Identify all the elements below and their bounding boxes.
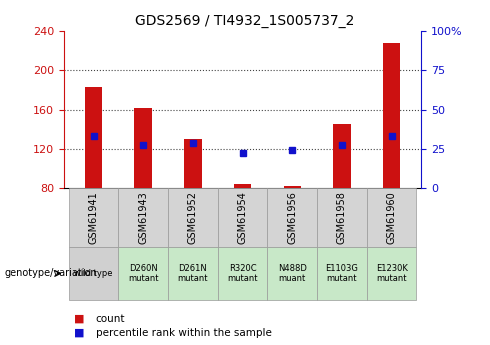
Text: N488D
muant: N488D muant [278, 264, 307, 283]
Text: GDS2569 / TI4932_1S005737_2: GDS2569 / TI4932_1S005737_2 [135, 14, 355, 28]
Text: wild type: wild type [74, 269, 113, 278]
Bar [284, 186, 301, 188]
Text: GSM61952: GSM61952 [188, 191, 198, 244]
Bar [168, 247, 218, 300]
Bar [268, 188, 317, 247]
Bar [234, 184, 251, 188]
Bar [333, 124, 351, 188]
Text: GSM61956: GSM61956 [287, 191, 297, 244]
Bar [218, 247, 268, 300]
Bar [69, 188, 119, 247]
Text: GSM61958: GSM61958 [337, 191, 347, 244]
Text: GSM61943: GSM61943 [138, 191, 148, 244]
Text: ■: ■ [74, 314, 84, 324]
Bar [119, 188, 168, 247]
Bar [69, 247, 119, 300]
Bar [317, 188, 367, 247]
Bar [85, 87, 102, 188]
Bar [218, 188, 268, 247]
Text: ■: ■ [74, 328, 84, 338]
Bar [168, 188, 218, 247]
Text: D260N
mutant: D260N mutant [128, 264, 158, 283]
Text: GSM61941: GSM61941 [89, 191, 98, 244]
Text: genotype/variation: genotype/variation [5, 268, 98, 278]
Text: count: count [96, 314, 125, 324]
Bar [317, 247, 367, 300]
Bar [383, 43, 400, 188]
Text: D261N
mutant: D261N mutant [177, 264, 208, 283]
Text: E1230K
mutant: E1230K mutant [376, 264, 408, 283]
Text: GSM61954: GSM61954 [238, 191, 247, 244]
Text: percentile rank within the sample: percentile rank within the sample [96, 328, 271, 338]
Bar [134, 108, 152, 188]
Bar [268, 247, 317, 300]
Bar [367, 188, 416, 247]
Bar [119, 247, 168, 300]
Text: E1103G
mutant: E1103G mutant [325, 264, 358, 283]
Text: R320C
mutant: R320C mutant [227, 264, 258, 283]
Text: GSM61960: GSM61960 [387, 191, 396, 244]
Bar [367, 247, 416, 300]
Bar [184, 139, 201, 188]
